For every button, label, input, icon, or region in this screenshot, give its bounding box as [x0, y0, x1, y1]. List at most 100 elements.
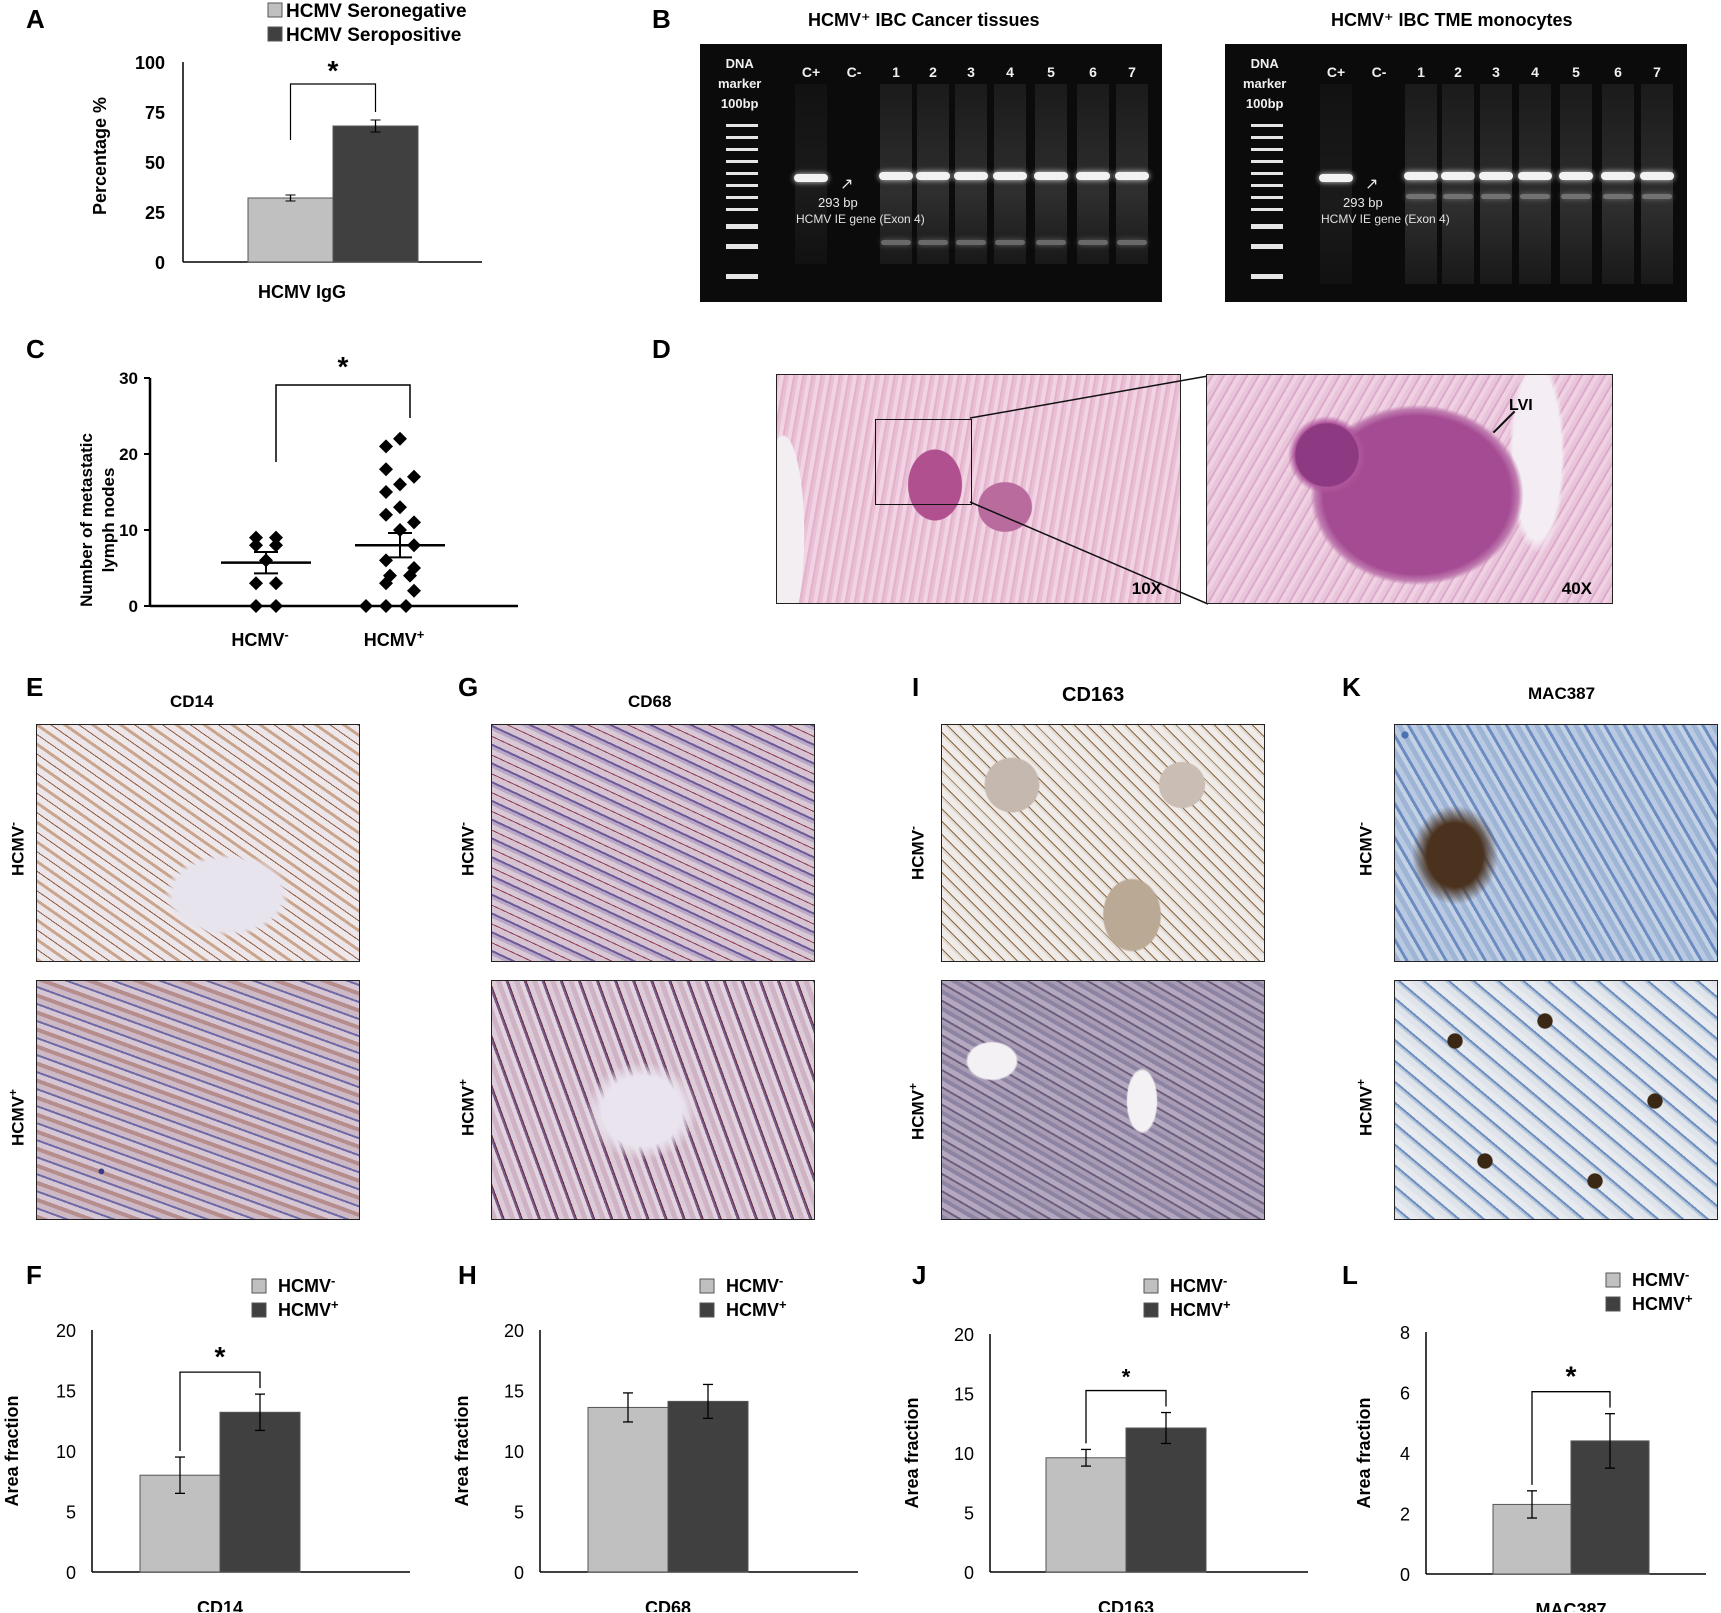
ladder-band	[726, 274, 758, 279]
ladder-band	[726, 172, 758, 175]
c-data-point	[383, 568, 397, 583]
h-y-tick: 0	[514, 1563, 524, 1583]
ihc-title-cd163: CD163	[1062, 684, 1125, 706]
panel-label-i: I	[912, 672, 920, 702]
j-y-tick: 5	[964, 1504, 974, 1524]
l-y-label: Area fraction	[1354, 1397, 1374, 1508]
c-data-point	[249, 576, 263, 591]
ladder-band	[1251, 184, 1283, 187]
band-arrow-icon: ↗	[840, 176, 854, 193]
amplicon-band	[1518, 172, 1552, 180]
amplicon-band	[1076, 172, 1110, 180]
band-size-label: 293 bp	[1343, 195, 1383, 210]
ihc-cd68-neg-image	[491, 724, 815, 962]
row-label-pos-k: HCMV+	[1354, 1078, 1376, 1136]
gel-marker-label: DNA marker 100bp	[1243, 54, 1286, 114]
a-significance-bracket	[289, 83, 377, 140]
chart-f: 0 5 10 15 20 * CD14 Area fraction HCMV-HCMV+	[2, 1273, 410, 1612]
c-data-point	[379, 485, 393, 499]
gel-image-tissues: DNA marker 100bp C+ C- 1 2 3 4 5 6 7 293 bp HCMV IE g…	[700, 44, 1162, 302]
c-data-point	[269, 576, 283, 591]
c-data-point	[249, 538, 263, 553]
j-significance-star: *	[1122, 1365, 1131, 1390]
amplicon-band	[954, 172, 988, 180]
lane-label: 4	[1006, 64, 1014, 80]
j-y-tick: 0	[964, 1563, 974, 1583]
c-y-tick: 20	[119, 445, 138, 464]
amplicon-band	[879, 172, 913, 180]
chart-c: 0 10 20 30 HCMV- HCMV+ * Number of metastatic ly…	[77, 351, 518, 651]
c-data-point	[379, 599, 393, 613]
zoom-lines	[969, 375, 1209, 605]
secondary-band	[918, 240, 948, 245]
f-legend-label: HCMV+	[278, 1297, 339, 1321]
secondary-band	[1406, 194, 1436, 199]
panel-label-f: F	[26, 1260, 42, 1290]
lane-smear	[1405, 84, 1437, 284]
lane-label: C-	[1371, 64, 1387, 80]
chart-j: 0 5 10 15 20 * CD163 Area fraction HCMV-HCMV+	[902, 1273, 1308, 1612]
ihc-cd163-neg-image	[941, 724, 1265, 962]
j-x-label: CD163	[1098, 1598, 1154, 1612]
gene-label: HCMV IE gene (Exon 4)	[1321, 212, 1450, 226]
a-legend-label: HCMV Seronegative	[286, 1, 467, 22]
gel-title-monocytes: HCMV⁺ IBC TME monocytes	[1331, 10, 1573, 30]
ihc-title-mac387: MAC387	[1528, 684, 1596, 703]
gel-image-monocytes: DNA marker 100bp C+ C- 1 2 3 4 5 6 7 293 bp HCMV IE g…	[1225, 44, 1687, 302]
c-data-point	[269, 599, 283, 613]
row-label-pos-g: HCMV+	[456, 1078, 478, 1136]
marker-label-line: DNA	[1250, 56, 1279, 71]
c-data-point	[379, 507, 393, 522]
lane-label: 2	[929, 64, 937, 80]
secondary-band	[1642, 194, 1672, 199]
c-data-point	[379, 553, 393, 568]
c-data-point	[379, 462, 393, 477]
gel-title-tissues: HCMV⁺ IBC Cancer tissues	[808, 10, 1040, 30]
ihc-cd68-pos-image	[491, 980, 815, 1220]
ihc-cd14-neg-image	[36, 724, 360, 962]
lane-label: 7	[1128, 64, 1136, 80]
ladder-band	[1251, 148, 1283, 151]
histology-40x-image: LVI 40X	[1206, 374, 1613, 604]
panel-label-h: H	[458, 1260, 477, 1290]
a-y-tick: 50	[145, 153, 165, 173]
c-y-label: Number of metastatic lymph nodes	[77, 433, 118, 607]
amplicon-band	[794, 174, 828, 182]
amplicon-band	[1441, 172, 1475, 180]
ladder-band	[1251, 172, 1283, 175]
f-y-tick: 0	[66, 1563, 76, 1583]
gene-label: HCMV IE gene (Exon 4)	[796, 212, 925, 226]
l-legend-label: HCMV-	[1632, 1267, 1689, 1291]
row-label-neg-k: HCMV-	[1354, 821, 1376, 876]
f-legend-swatch	[251, 1302, 267, 1318]
marker-label-line: 100bp	[720, 96, 759, 111]
ladder-band	[1251, 160, 1283, 163]
lane-label: 5	[1572, 64, 1580, 80]
marker-label-line: marker	[718, 76, 762, 91]
lane-label: 3	[1492, 64, 1500, 80]
c-x-tick: HCMV-	[231, 627, 288, 651]
band-arrow-icon: ↗	[1365, 176, 1379, 193]
ladder-band	[1251, 196, 1283, 199]
a-legend-swatch	[267, 2, 283, 18]
ladder-band	[1251, 224, 1283, 229]
secondary-band	[1078, 240, 1108, 245]
j-bar-pos	[1125, 1427, 1207, 1573]
l-y-tick: 2	[1400, 1505, 1410, 1525]
l-y-tick: 4	[1400, 1444, 1410, 1464]
amplicon-band	[1479, 172, 1513, 180]
lane-smear	[1480, 84, 1512, 284]
h-y-tick: 10	[504, 1442, 524, 1462]
panel-label-b: B	[652, 4, 671, 34]
ihc-title-cd68: CD68	[628, 692, 672, 711]
ladder-band	[726, 184, 758, 187]
h-legend-swatch	[699, 1302, 715, 1318]
a-y-label: Percentage %	[90, 97, 110, 215]
c-x-tick: HCMV+	[364, 627, 425, 651]
amplicon-band	[1640, 172, 1674, 180]
ladder-band	[1251, 136, 1283, 139]
lane-label: 5	[1047, 64, 1055, 80]
amplicon-band	[993, 172, 1027, 180]
a-significance-star: *	[328, 55, 339, 86]
h-legend-swatch	[699, 1278, 715, 1294]
